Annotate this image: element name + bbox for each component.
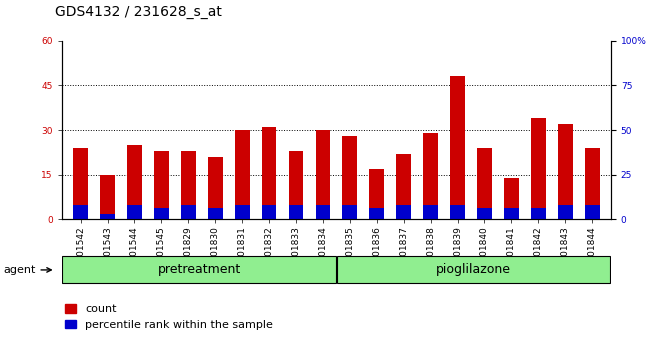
Bar — [477, 148, 492, 219]
Text: pretreatment: pretreatment — [157, 263, 240, 276]
Bar — [396, 205, 411, 219]
Bar — [315, 130, 330, 219]
Bar — [73, 205, 88, 219]
Bar — [181, 151, 196, 219]
Bar — [531, 118, 546, 219]
Bar — [289, 205, 304, 219]
Bar — [127, 205, 142, 219]
Bar — [423, 205, 438, 219]
Bar — [127, 145, 142, 219]
Bar — [262, 205, 276, 219]
Bar — [208, 157, 222, 219]
Bar — [100, 213, 115, 219]
Bar — [450, 205, 465, 219]
Bar — [315, 205, 330, 219]
Bar — [208, 207, 222, 219]
Bar — [558, 205, 573, 219]
Bar — [100, 175, 115, 219]
Bar — [73, 148, 88, 219]
Bar — [504, 178, 519, 219]
Bar — [423, 133, 438, 219]
Bar — [154, 207, 169, 219]
Bar — [343, 136, 358, 219]
Bar — [585, 205, 599, 219]
Bar — [62, 256, 336, 284]
Bar — [154, 151, 169, 219]
Bar — [343, 205, 358, 219]
Bar — [337, 256, 610, 284]
Legend: count, percentile rank within the sample: count, percentile rank within the sample — [63, 302, 275, 332]
Bar — [262, 127, 276, 219]
Bar — [531, 207, 546, 219]
Text: pioglilazone: pioglilazone — [436, 263, 511, 276]
Bar — [450, 76, 465, 219]
Bar — [558, 124, 573, 219]
Bar — [181, 205, 196, 219]
Text: GDS4132 / 231628_s_at: GDS4132 / 231628_s_at — [55, 5, 222, 19]
Bar — [235, 130, 250, 219]
Bar — [289, 151, 304, 219]
Bar — [369, 169, 384, 219]
Bar — [396, 154, 411, 219]
Bar — [369, 207, 384, 219]
Text: agent: agent — [3, 265, 51, 275]
Bar — [477, 207, 492, 219]
Bar — [585, 148, 599, 219]
Bar — [504, 207, 519, 219]
Bar — [235, 205, 250, 219]
